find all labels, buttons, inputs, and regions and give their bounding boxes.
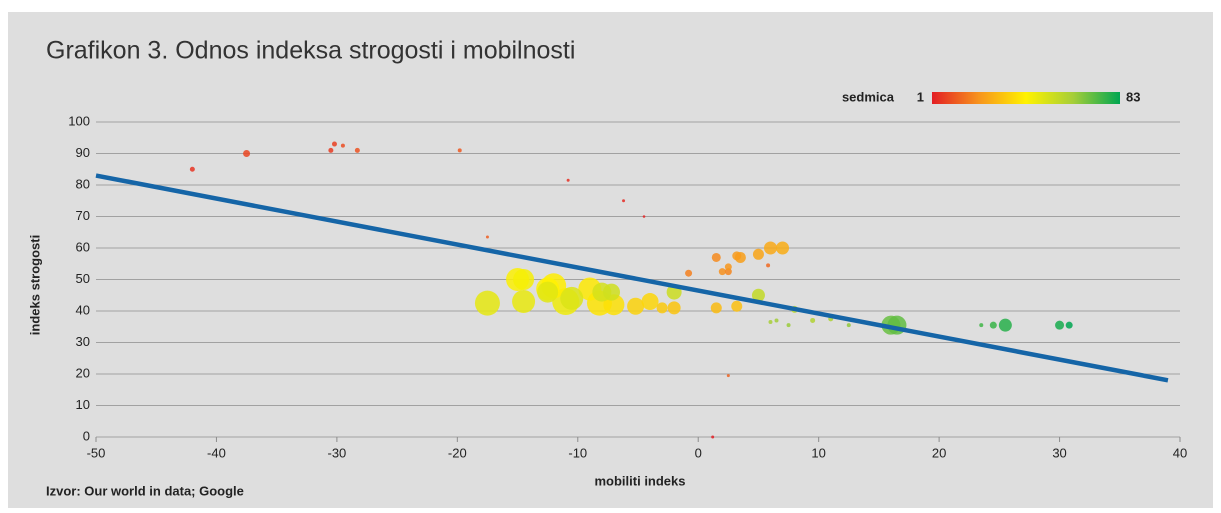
bubble — [768, 320, 773, 325]
bubble — [685, 269, 693, 277]
bubble — [642, 215, 646, 218]
bubble — [846, 323, 851, 328]
x-tick-label: -20 — [448, 445, 467, 460]
bubble — [243, 150, 251, 157]
bubble — [328, 147, 334, 153]
x-tick-label: 10 — [811, 445, 825, 460]
x-tick-label: 30 — [1052, 445, 1066, 460]
y-tick-label: 50 — [76, 271, 90, 286]
x-axis-label: mobiliti indeks — [594, 473, 685, 488]
bubble — [776, 241, 790, 255]
bubble — [512, 290, 536, 314]
color-legend-bar — [932, 92, 1120, 104]
bubble — [989, 321, 997, 329]
y-tick-label: 70 — [76, 208, 90, 223]
y-tick-label: 20 — [76, 365, 90, 380]
chart-background — [8, 12, 1213, 508]
bubble — [786, 323, 791, 328]
y-tick-label: 80 — [76, 176, 90, 191]
bubble — [810, 317, 816, 323]
bubble — [752, 248, 764, 260]
bubble — [726, 374, 730, 378]
y-tick-label: 40 — [76, 302, 90, 317]
bubble — [774, 318, 779, 323]
bubble — [340, 143, 345, 148]
bubble — [513, 269, 535, 290]
color-legend-max: 83 — [1126, 89, 1140, 104]
bubble — [998, 318, 1012, 332]
bubble — [766, 263, 771, 268]
x-tick-label: 20 — [932, 445, 946, 460]
bubble — [457, 148, 462, 153]
bubble — [710, 302, 722, 314]
trend-line — [95, 173, 1169, 383]
x-tick-label: -30 — [327, 445, 346, 460]
bubble — [751, 288, 765, 302]
bubble — [331, 141, 337, 147]
bubble — [731, 300, 743, 312]
bubble — [622, 199, 626, 203]
bubble — [718, 268, 726, 276]
source-note: Izvor: Our world in data; Google — [46, 483, 244, 498]
color-legend-label: sedmica — [842, 89, 895, 104]
bubble — [656, 302, 668, 314]
bubble — [566, 178, 570, 182]
y-tick-label: 0 — [83, 428, 90, 443]
x-tick-label: 0 — [695, 445, 702, 460]
y-tick-label: 90 — [76, 145, 90, 160]
y-tick-label: 60 — [76, 239, 90, 254]
bubble — [474, 290, 500, 316]
x-tick-label: -50 — [87, 445, 106, 460]
bubble — [667, 301, 681, 315]
x-tick-label: 40 — [1173, 445, 1187, 460]
bubble — [627, 297, 645, 315]
y-tick-label: 30 — [76, 334, 90, 349]
y-axis-label: indeks strogosti — [27, 235, 42, 335]
bubble — [603, 283, 621, 301]
bubble — [1055, 320, 1065, 330]
bubble — [763, 241, 777, 255]
x-tick-label: -10 — [568, 445, 587, 460]
bubble — [485, 235, 489, 239]
bubble — [1065, 321, 1073, 329]
bubble — [537, 281, 559, 303]
bubble — [641, 293, 659, 311]
bubble — [979, 323, 984, 328]
y-tick-label: 10 — [76, 397, 90, 412]
bubble — [711, 252, 721, 262]
x-tick-label: -40 — [207, 445, 226, 460]
chart-title: Grafikon 3. Odnos indeksa strogosti i mo… — [46, 37, 575, 65]
bubble — [724, 263, 732, 271]
bubble — [560, 286, 584, 310]
color-legend-min: 1 — [917, 89, 924, 104]
bubble — [711, 435, 715, 439]
bubble — [189, 166, 195, 172]
bubble — [354, 147, 360, 153]
bubble — [732, 251, 742, 261]
y-tick-label: 100 — [68, 113, 90, 128]
